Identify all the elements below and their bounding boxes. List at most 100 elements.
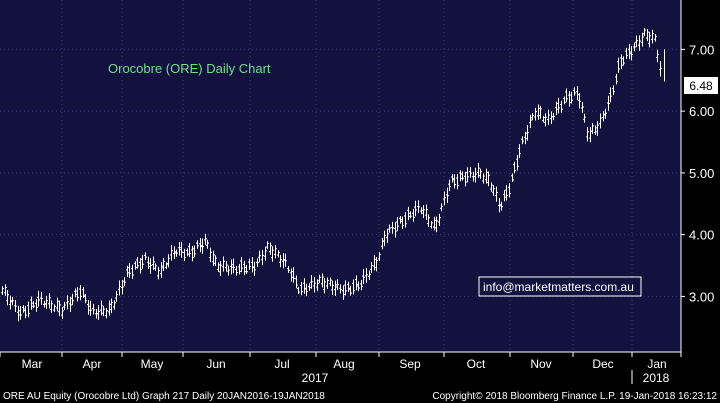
price-bar (609, 87, 612, 103)
price-bar (170, 245, 173, 261)
price-bar (277, 250, 280, 258)
price-bar (466, 167, 469, 183)
price-bar (183, 248, 186, 262)
info-annotation[interactable]: info@marketmatters.com.au (478, 276, 642, 297)
price-bar (563, 96, 566, 105)
price-bar (310, 275, 313, 289)
price-bar (308, 283, 311, 291)
price-bar (500, 201, 503, 211)
price-bar (386, 228, 389, 243)
price-bar (459, 170, 462, 182)
price-bar (396, 217, 399, 231)
price-bar (105, 308, 108, 319)
price-bar (110, 298, 113, 314)
price-bar (485, 168, 488, 184)
price-bar (433, 216, 436, 231)
price-bar (412, 208, 415, 222)
price-bar (35, 298, 38, 312)
price-bar (251, 257, 254, 273)
price-bar (643, 27, 646, 36)
price-bar (279, 254, 282, 268)
price-bar (32, 301, 35, 309)
price-bar (58, 300, 61, 317)
price-bar (516, 155, 519, 171)
price-bar (284, 253, 287, 267)
price-bar (461, 171, 464, 181)
x-tick-label: Aug (333, 357, 354, 371)
price-bar (557, 97, 560, 114)
price-bar (456, 174, 459, 190)
price-bar (505, 185, 508, 201)
price-bar (490, 182, 493, 192)
price-bar (108, 300, 111, 316)
price-bar (217, 262, 220, 272)
price-bar (204, 233, 207, 245)
price-bar (555, 101, 558, 116)
price-bar (45, 295, 48, 310)
price-bar (123, 277, 126, 287)
price-bar (526, 125, 529, 141)
price-bar (451, 174, 454, 183)
price-bar (427, 214, 430, 227)
price-bar (258, 250, 261, 263)
price-bar (568, 91, 571, 107)
price-bar (24, 305, 27, 319)
price-bar (235, 266, 238, 276)
price-bar (154, 263, 157, 271)
price-bar (141, 254, 144, 269)
price-bar (230, 259, 233, 275)
price-bar (180, 242, 183, 258)
price-bar (165, 262, 168, 270)
x-tick-label: May (141, 357, 164, 371)
price-bar (79, 285, 82, 301)
info-email[interactable]: info@marketmatters.com.au (483, 280, 634, 294)
price-bar (438, 213, 441, 226)
price-bar (477, 162, 480, 178)
price-bar (552, 112, 555, 121)
price-bar (495, 186, 498, 202)
price-bar (11, 297, 14, 306)
y-tick-label: 3.00 (689, 289, 714, 304)
price-bar (425, 204, 428, 221)
y-tick-label: 4.00 (689, 228, 714, 243)
price-bar (604, 108, 607, 119)
price-bar (27, 301, 30, 318)
price-bar (446, 187, 449, 204)
price-bar (136, 257, 139, 269)
price-bar (149, 258, 152, 274)
price-bar (513, 161, 516, 174)
price-bar (4, 284, 7, 296)
price-bar (521, 136, 524, 145)
x-tick-label: Oct (467, 357, 486, 371)
plot-area (0, 0, 681, 352)
price-bar (440, 203, 443, 212)
price-bar (628, 43, 631, 60)
price-bar (131, 264, 134, 279)
y-tick-label: 5.00 (689, 166, 714, 181)
price-bar (349, 285, 352, 296)
price-bar (368, 270, 371, 280)
x-tick-label: Nov (530, 357, 551, 371)
price-bar (147, 256, 150, 269)
price-bar (22, 305, 25, 313)
price-bar (542, 115, 545, 123)
price-bar (256, 258, 259, 267)
price-bar (422, 204, 425, 219)
price-bar (334, 280, 337, 296)
price-series (1, 27, 665, 322)
x-tick-label: Mar (22, 357, 43, 371)
price-bar (290, 268, 293, 282)
price-bar (292, 267, 295, 283)
price-bar (464, 171, 467, 187)
price-bar (370, 261, 373, 273)
price-bar (529, 114, 532, 129)
price-bar (199, 238, 202, 253)
price-bar (594, 125, 597, 135)
footer-left: ORE AU Equity (Orocobre Ltd) Graph 217 D… (3, 391, 325, 402)
price-bar (300, 281, 303, 296)
x-axis: Mar Apr May Jun Jul Aug Sep Oct Nov Dec Jan 2017 201… (0, 351, 682, 385)
price-bar (394, 222, 397, 238)
price-bar (92, 303, 95, 315)
price-bar (544, 113, 547, 127)
